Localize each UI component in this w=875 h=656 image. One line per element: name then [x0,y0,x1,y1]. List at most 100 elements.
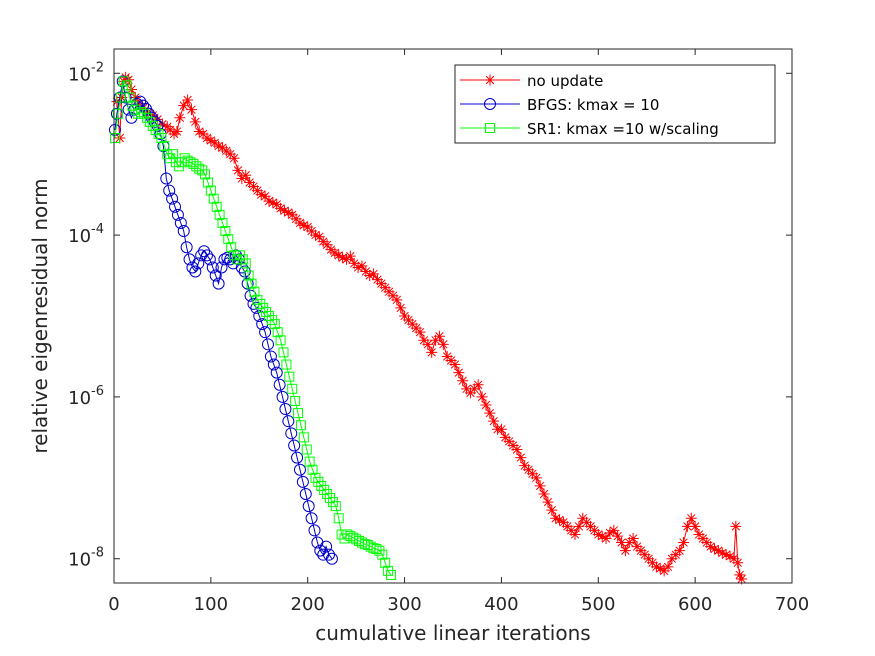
data-point [279,403,292,416]
data-point [410,322,422,334]
data-point [294,217,306,229]
y-tick-label: 10-6 [68,384,104,409]
data-point [596,530,608,542]
data-point [321,239,333,251]
data-point [295,420,306,431]
data-point [307,464,318,475]
data-point [701,537,713,549]
data-point [166,192,179,205]
y-tick-base: 10 [68,388,91,409]
data-point [623,537,635,549]
data-point [156,133,167,143]
data-point [147,109,159,121]
data-point [523,464,535,476]
data-point [705,541,717,553]
x-tick-label: 600 [678,594,712,615]
data-point [309,229,321,241]
data-point [364,270,376,282]
data-point [182,155,193,166]
data-point [136,107,147,118]
axes-box [113,48,793,584]
data-point [275,335,286,346]
data-point [732,557,744,569]
data-point [457,375,469,387]
data-point [386,569,397,580]
data-point [302,500,315,513]
x-tick-label: 700 [775,594,809,615]
data-point [282,415,295,428]
data-point [371,544,382,555]
data-point [298,219,310,231]
data-point [305,512,318,525]
y-tick-exponent: -6 [91,384,104,399]
data-point [287,383,298,394]
data-point [296,475,309,488]
data-point [488,415,500,427]
data-point [228,152,240,164]
data-point [507,439,519,451]
data-point [569,528,581,540]
data-point [573,520,585,532]
data-point [323,548,336,561]
y-tick-label: 10-4 [68,222,104,247]
data-point [293,408,304,419]
x-axis-label: cumulative linear iterations [315,621,590,645]
data-point [368,268,380,280]
series-2 [109,76,397,580]
data-point [276,390,289,403]
data-point [546,504,558,516]
data-point [205,185,216,196]
data-point [264,350,277,363]
axes-layer [113,48,793,584]
y-axis-label: relative eigenresidual norm [28,178,52,453]
data-point [201,132,213,144]
data-point [337,252,349,264]
data-point [600,533,612,544]
data-point [375,278,387,290]
data-point [290,213,302,225]
data-point [217,217,228,228]
data-point [174,112,186,124]
legend-marker [484,98,496,110]
data-point [185,104,197,116]
legend-marker [485,123,495,133]
data-point [554,514,566,526]
data-point [461,383,473,395]
data-point [269,319,280,330]
x-tick-label: 0 [108,594,119,615]
data-point [503,435,515,447]
data-point [298,432,309,443]
data-point [650,561,662,573]
data-point [716,547,728,559]
data-point [464,387,476,399]
data-point [333,249,345,261]
x-tick-label: 400 [484,594,518,615]
data-point [674,545,686,557]
data-point [588,524,600,536]
data-point [164,124,176,136]
data-point [561,520,573,532]
data-point [197,128,209,140]
data-point [391,294,403,306]
data-point [206,261,219,274]
x-tick-label: 500 [581,594,615,615]
data-point [291,451,304,464]
data-point [259,326,272,339]
data-point [152,113,164,125]
data-point [285,427,298,440]
data-point [293,463,306,476]
data-point [243,270,254,281]
y-tick-label: 10-8 [68,546,104,571]
data-point [678,537,690,549]
data-point [302,221,314,233]
data-point [379,282,391,294]
data-point [734,569,746,581]
data-point [730,520,742,532]
data-point [360,266,372,277]
data-point [116,92,128,104]
y-tick-exponent: -8 [91,546,104,561]
data-point [476,391,488,403]
data-point [223,234,234,245]
